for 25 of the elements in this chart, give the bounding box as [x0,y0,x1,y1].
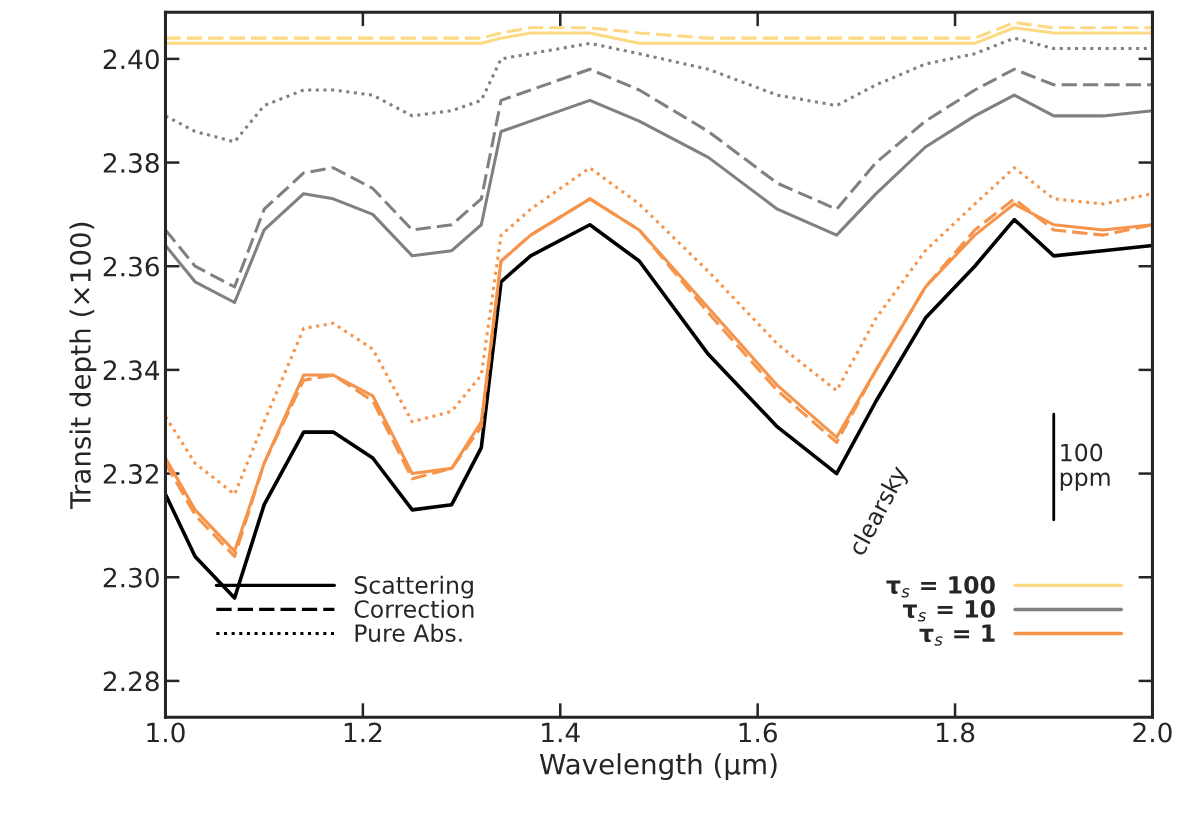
y-axis-title: Transit depth (×100) [69,222,97,510]
x-tick-label: 2.0 [1133,722,1172,743]
x-tick-label: 1.2 [344,722,382,743]
line-series [165,67,1153,289]
x-tick-label: 1.8 [936,722,975,743]
line-series [165,217,1153,600]
y-tick-label: 2.36 [103,256,159,277]
line-series [165,93,1153,305]
y-tick-label: 2.34 [103,360,160,381]
legend-label: τ$_{s}$ = 1 [919,624,995,646]
x-tick-label: 1.4 [542,722,580,743]
y-tick-label: 2.38 [103,152,159,173]
y-tick-label: 2.40 [103,49,159,70]
annotation: Correction [354,599,474,618]
y-tick-label: 2.28 [103,671,159,692]
annotation: Scattering [354,575,473,599]
y-tick-label: 2.32 [103,464,158,484]
y-tick-label: 2.30 [103,567,159,588]
legend-label: τ$_{s}$ = 100 [886,575,995,598]
legend-label: τ$_{s}$ = 10 [902,599,995,622]
x-tick-label: 1.6 [739,722,777,743]
annotation: Pure Abs. [355,623,462,643]
x-tick-label: 1.0 [147,722,185,743]
x-axis-title: Wavelength (μm) [539,753,777,781]
annotation: 100 ppm [1060,443,1110,491]
